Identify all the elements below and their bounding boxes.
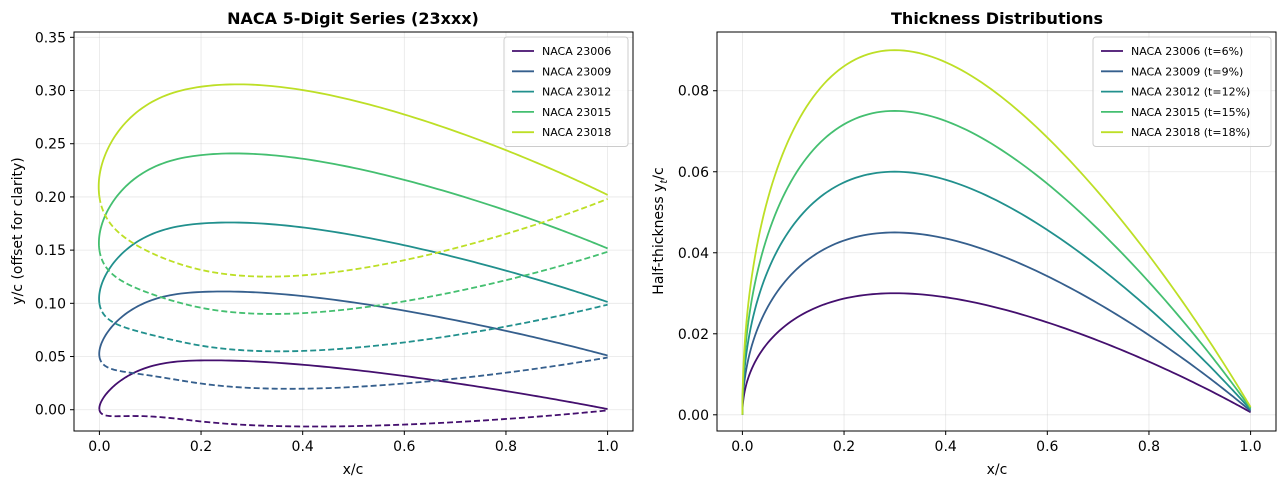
left-chart-title: NACA 5-Digit Series (23xxx) bbox=[227, 9, 479, 28]
x-tick-label: 0.4 bbox=[935, 439, 957, 455]
left-chart-ylabel: y/c (offset for clarity) bbox=[10, 157, 26, 304]
left-chart-xlabel: x/c bbox=[343, 462, 364, 478]
x-tick-label: 0.4 bbox=[292, 439, 314, 455]
y-tick-label: 0.06 bbox=[678, 165, 709, 181]
upper-surface-line bbox=[97, 83, 609, 198]
x-tick-label: 0.8 bbox=[495, 439, 517, 455]
upper-surface-line bbox=[97, 152, 608, 251]
x-tick-label: 0.8 bbox=[1138, 439, 1160, 455]
legend-entry: NACA 23015 (t=15%) bbox=[1131, 106, 1250, 119]
y-tick-label: 0.20 bbox=[35, 190, 66, 206]
lower-surface-line bbox=[98, 303, 608, 353]
legend-entry: NACA 23012 bbox=[542, 86, 611, 99]
legend-entry: NACA 23012 (t=12%) bbox=[1131, 86, 1250, 99]
thickness-line bbox=[741, 231, 1252, 415]
legend-entry: NACA 23009 (t=9%) bbox=[1131, 65, 1243, 78]
thickness-line bbox=[741, 109, 1252, 415]
y-tick-label: 0.08 bbox=[678, 84, 709, 100]
lower-surface-line bbox=[98, 409, 608, 428]
y-tick-label: 0.00 bbox=[35, 403, 66, 419]
left-chart-ticks: 0.0 0.2 0.4 0.6 0.8 1.0 0.00 0.05 0.10 0.15 0.20 0.… bbox=[35, 30, 619, 455]
y-tick-label: 0.15 bbox=[35, 243, 66, 259]
lower-surface-line bbox=[98, 249, 608, 315]
right-chart-frame bbox=[716, 31, 1277, 432]
upper-surface-line bbox=[98, 290, 608, 357]
y-tick-label: 0.10 bbox=[35, 296, 66, 312]
x-tick-label: 0.2 bbox=[190, 439, 212, 455]
x-tick-label: 0.0 bbox=[88, 439, 110, 455]
x-tick-label: 0.6 bbox=[393, 439, 415, 455]
right-chart-grid bbox=[717, 32, 1276, 431]
left-chart-naca-5-digit: NACA 5-Digit Series (23xxx) 0.0 0.2 0.4 0.6… bbox=[10, 9, 634, 478]
x-tick-label: 0.2 bbox=[833, 439, 855, 455]
legend-entry: NACA 23006 (t=6%) bbox=[1131, 45, 1243, 58]
y-tick-label: 0.35 bbox=[35, 30, 66, 46]
legend-box bbox=[1092, 36, 1272, 147]
right-chart-legend: NACA 23006 (t=6%) NACA 23009 (t=9%) NACA 2… bbox=[1092, 36, 1272, 147]
right-chart-ylabel-main: Half-thickness y bbox=[651, 184, 667, 295]
left-chart-frame bbox=[73, 31, 634, 432]
right-chart-thickness: Thickness Distributions 0.0 0.2 0.4 0.6 0.8 1… bbox=[651, 9, 1277, 478]
legend-entry: NACA 23018 bbox=[542, 126, 611, 139]
x-tick-label: 0.6 bbox=[1036, 439, 1058, 455]
lower-surface-line bbox=[98, 356, 608, 390]
lower-surface-line bbox=[98, 196, 608, 278]
y-tick-label: 0.05 bbox=[35, 350, 66, 366]
left-chart-series bbox=[97, 83, 609, 428]
right-chart-ylabel-sub: t bbox=[659, 179, 670, 184]
y-tick-label: 0.30 bbox=[35, 84, 66, 100]
upper-surface-line bbox=[98, 221, 608, 304]
right-chart-ticks: 0.0 0.2 0.4 0.6 0.8 1.0 0.00 0.02 0.04 0.06 0.08 bbox=[678, 84, 1262, 455]
right-chart-title: Thickness Distributions bbox=[891, 9, 1103, 28]
legend-entry: NACA 23018 (t=18%) bbox=[1131, 126, 1250, 139]
x-tick-label: 1.0 bbox=[1239, 439, 1261, 455]
legend-entry: NACA 23015 bbox=[542, 106, 611, 119]
x-tick-label: 0.0 bbox=[731, 439, 753, 455]
thickness-line bbox=[741, 292, 1251, 415]
thickness-line bbox=[741, 49, 1252, 415]
thickness-line bbox=[741, 170, 1252, 415]
x-tick-label: 1.0 bbox=[596, 439, 618, 455]
right-chart-xlabel: x/c bbox=[987, 462, 1008, 478]
y-tick-label: 0.25 bbox=[35, 137, 66, 153]
right-chart-ylabel: Half-thickness yt/c bbox=[651, 167, 670, 294]
y-tick-label: 0.04 bbox=[678, 246, 709, 262]
legend-entry: NACA 23009 bbox=[542, 65, 611, 78]
legend-entry: NACA 23006 bbox=[542, 45, 611, 58]
left-chart-legend: NACA 23006 NACA 23009 NACA 23012 NACA 23015… bbox=[503, 36, 629, 147]
legend-box bbox=[503, 36, 629, 147]
right-chart-series bbox=[741, 49, 1252, 415]
right-chart-ylabel-suffix: /c bbox=[651, 167, 667, 179]
y-tick-label: 0.00 bbox=[678, 408, 709, 424]
upper-surface-line bbox=[98, 359, 608, 410]
y-tick-label: 0.02 bbox=[678, 327, 709, 343]
